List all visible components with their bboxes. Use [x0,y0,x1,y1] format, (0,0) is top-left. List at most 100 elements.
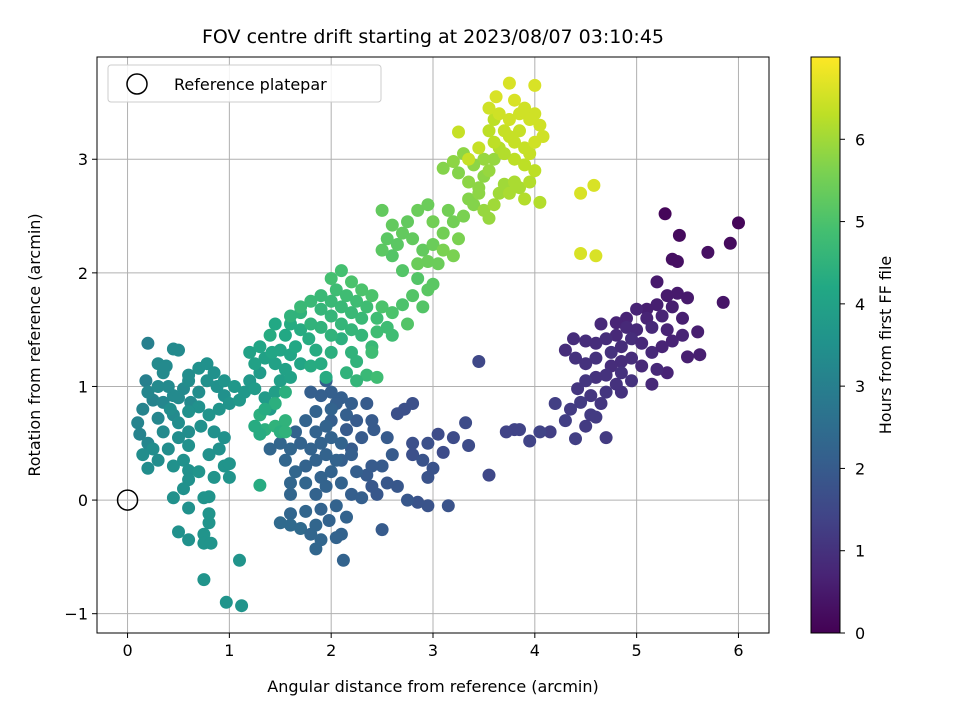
data-point [472,141,486,155]
data-point [253,478,267,492]
data-point [589,410,603,424]
data-point [650,362,664,376]
data-point [151,411,165,425]
data-point [340,366,353,380]
data-point [172,391,185,405]
data-point [314,302,328,316]
data-point [350,414,364,428]
data-point [182,405,196,418]
colorbar-tick-label: 6 [855,130,865,149]
data-point [416,453,430,467]
data-point [222,457,236,471]
reference-platepar-marker [116,489,139,511]
data-point [571,382,585,396]
data-point [411,495,425,509]
data-point [355,431,369,445]
data-point [701,245,715,259]
data-point [192,465,206,479]
data-point [159,359,173,373]
data-point [625,374,638,388]
data-point [564,402,577,416]
data-point [258,402,272,416]
data-point [204,536,218,550]
data-point [665,334,679,348]
data-point [513,423,526,437]
data-point [594,317,608,331]
data-point [350,465,364,479]
data-point [182,368,196,382]
colorbar-label: Hours from first FF file [876,256,895,435]
data-point [161,380,175,393]
data-point [207,425,221,439]
data-point [360,397,374,410]
data-point [385,328,399,342]
data-point [567,332,580,346]
data-point [614,366,628,380]
data-point [299,476,313,490]
x-tick-label: 3 [428,641,438,660]
data-point [309,542,323,556]
data-point [645,345,659,359]
data-point [584,389,598,403]
data-point [197,527,211,541]
legend-marker-icon [126,73,148,95]
data-point [217,374,231,388]
data-point [294,522,308,535]
data-point [446,155,460,168]
data-point [314,436,328,450]
data-point [513,124,526,138]
data-point [314,502,328,516]
data-point [304,294,318,308]
data-point [375,300,389,314]
data-point [334,476,348,490]
data-point [533,195,547,209]
data-point [589,351,603,365]
data-point [426,238,440,251]
data-point [523,434,537,448]
data-point [200,357,214,371]
data-point [166,459,180,473]
data-point [452,166,465,180]
data-point [355,491,369,505]
data-point [574,395,588,409]
data-point [370,325,384,339]
data-point [233,553,246,567]
data-point [482,164,496,178]
data-point [136,448,150,462]
data-point [273,436,287,450]
colorbar-tick-label: 3 [855,377,865,396]
colorbar-tick-label: 2 [855,459,865,478]
data-point [645,377,659,391]
data-point [222,397,236,410]
data-point [141,461,155,475]
data-point [660,366,674,380]
data-point [238,385,252,399]
data-point [650,298,664,312]
data-point [594,397,608,410]
data-point [625,351,638,365]
data-point [314,357,328,371]
data-point [625,332,638,346]
data-point [278,328,292,342]
data-point [599,385,613,399]
data-point [487,135,501,149]
data-point [589,370,603,384]
data-point [248,382,262,396]
data-point [380,431,394,445]
data-point [614,355,628,368]
data-point [446,215,460,229]
data-point [599,431,613,445]
data-point [650,275,664,289]
data-point [139,374,153,388]
y-tick-label: 1 [78,377,88,396]
data-point [133,427,147,441]
data-point [263,442,277,456]
data-point [441,203,455,217]
data-point [309,343,323,357]
data-point [614,340,628,354]
data-point [172,525,185,539]
data-point [289,465,302,479]
data-point [655,309,669,323]
data-point [518,192,532,206]
legend: Reference platepar [107,64,382,103]
